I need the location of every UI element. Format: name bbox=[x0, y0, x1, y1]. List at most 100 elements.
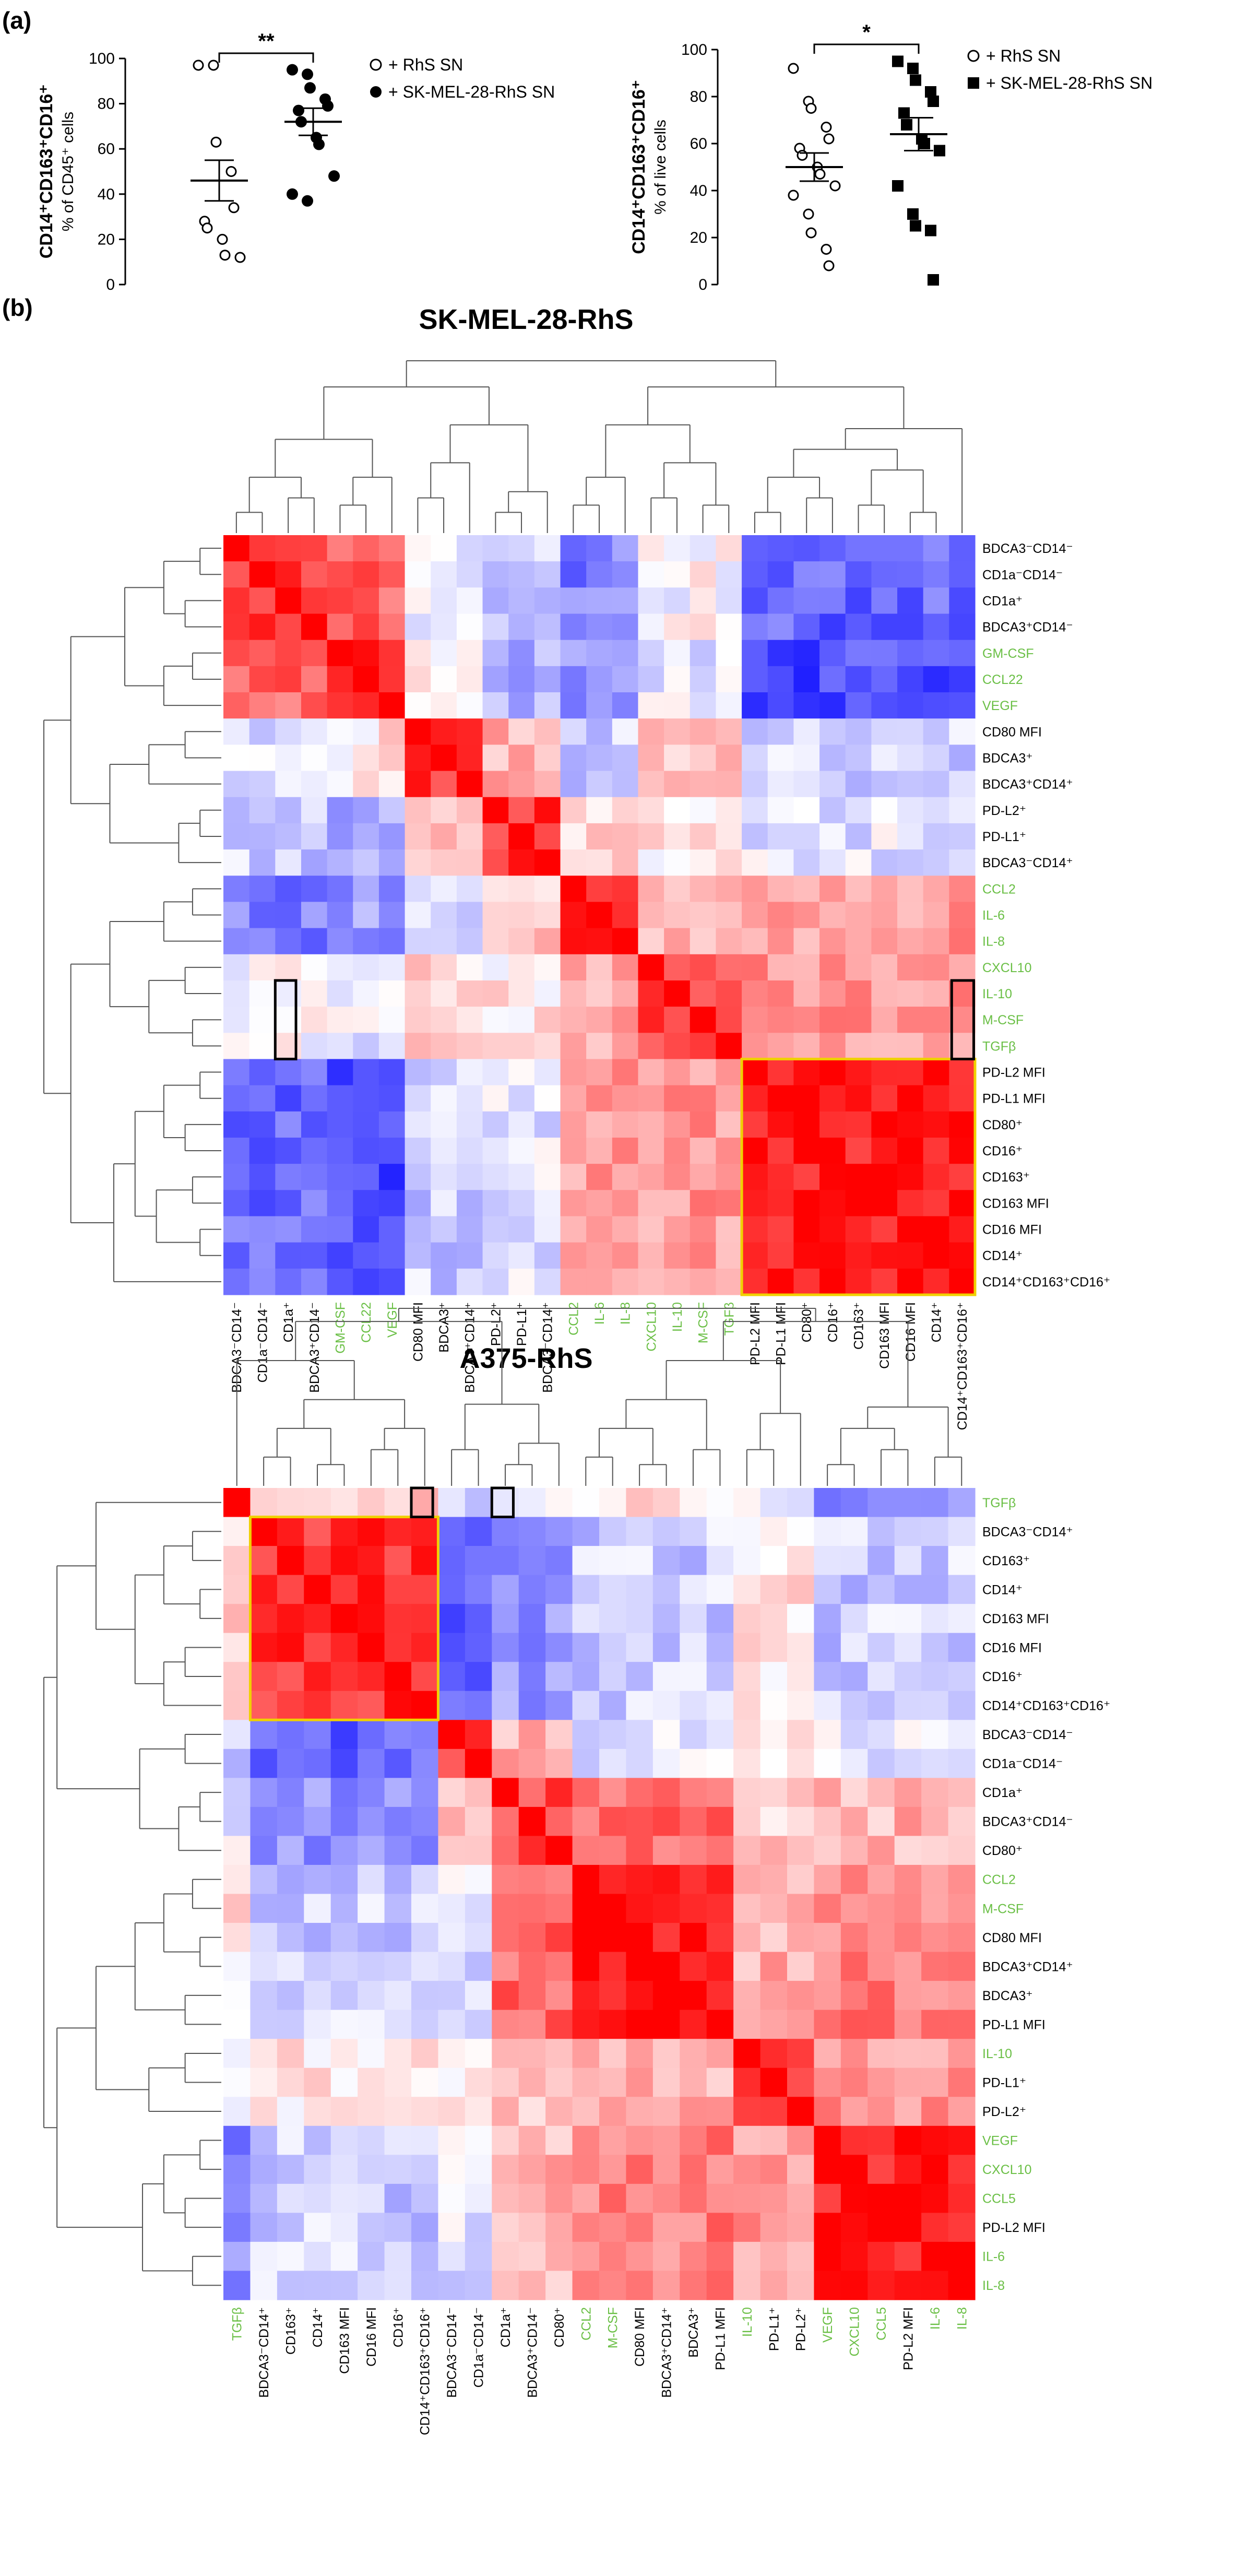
heatmap-cell bbox=[277, 1633, 304, 1662]
heatmap-cell bbox=[560, 1164, 587, 1190]
heatmap-cell bbox=[560, 1033, 587, 1060]
heatmap-cell bbox=[492, 1952, 519, 1981]
heatmap-cell bbox=[897, 980, 924, 1007]
heatmap-cell bbox=[921, 1575, 949, 1604]
heatmap-cell bbox=[223, 1691, 251, 1720]
row-label: BDCA3⁺CD14⁻ bbox=[982, 620, 1073, 635]
row-label: PD-L2 MFI bbox=[982, 1066, 1045, 1080]
heatmap-cell bbox=[923, 1137, 949, 1164]
heatmap-cell bbox=[327, 692, 353, 719]
heatmap-cell bbox=[411, 1864, 439, 1895]
heatmap-cell bbox=[767, 876, 794, 903]
data-point bbox=[898, 107, 910, 119]
heatmap-cell bbox=[572, 1864, 600, 1895]
heatmap-cell bbox=[330, 2067, 358, 2097]
heatmap-cell bbox=[819, 980, 846, 1007]
heatmap-cell bbox=[250, 2155, 278, 2184]
row-label: BDCA3⁺CD14⁺ bbox=[982, 1959, 1073, 1974]
heatmap-cell bbox=[921, 2097, 949, 2126]
heatmap-cell bbox=[733, 1720, 761, 1750]
column-label: BDCA3⁻CD14⁻ bbox=[445, 2307, 459, 2398]
heatmap-cell bbox=[680, 2155, 707, 2184]
heatmap-cell bbox=[793, 1085, 820, 1112]
heatmap-cell bbox=[572, 1604, 600, 1634]
heatmap-cell bbox=[482, 1216, 509, 1243]
column-label: CD16 MFI bbox=[364, 2307, 379, 2367]
heatmap-cell bbox=[358, 1894, 385, 1923]
heatmap-cell bbox=[949, 1007, 976, 1033]
heatmap-cell bbox=[871, 718, 898, 745]
heatmap-cell bbox=[680, 1691, 707, 1720]
heatmap-cell bbox=[304, 1691, 331, 1720]
heatmap-cell bbox=[638, 849, 664, 876]
heatmap-cell bbox=[560, 928, 587, 955]
heatmap-cell bbox=[652, 1748, 680, 1778]
legend-marker bbox=[967, 50, 980, 62]
heatmap-cell bbox=[518, 1836, 546, 1865]
heatmap-cell bbox=[733, 1691, 761, 1720]
row-label: CD80 MFI bbox=[982, 725, 1042, 739]
heatmap-cell bbox=[327, 1033, 353, 1060]
heatmap-cell bbox=[948, 1720, 976, 1750]
heatmap-cell bbox=[787, 1546, 815, 1576]
heatmap-cell bbox=[638, 1007, 664, 1033]
heatmap-cell bbox=[482, 1085, 509, 1112]
heatmap-cell bbox=[767, 1033, 794, 1060]
heatmap-cell bbox=[378, 692, 406, 719]
column-label: CCL2 bbox=[579, 2307, 593, 2341]
heatmap-cell bbox=[572, 1575, 600, 1604]
heatmap-cell bbox=[652, 2241, 680, 2272]
heatmap-cell bbox=[819, 666, 846, 693]
heatmap-cell bbox=[353, 1007, 379, 1033]
heatmap-cell bbox=[492, 1720, 519, 1750]
heatmap-cell bbox=[664, 849, 691, 876]
column-label: TGFβ bbox=[230, 2307, 245, 2341]
column-label: IL-10 bbox=[740, 2307, 755, 2337]
heatmap-cell bbox=[378, 1059, 406, 1086]
heatmap-cell bbox=[438, 1633, 466, 1662]
heatmap-cell bbox=[793, 1059, 820, 1086]
heatmap-cell bbox=[690, 902, 717, 929]
heatmap-cell bbox=[767, 1059, 794, 1086]
heatmap-cell bbox=[793, 876, 820, 903]
heatmap-cell bbox=[921, 2271, 949, 2300]
heatmap-cell bbox=[405, 535, 431, 562]
heatmap-cell bbox=[275, 1242, 302, 1269]
heatmap-cell bbox=[456, 1085, 483, 1112]
heatmap-cell bbox=[638, 1059, 664, 1086]
heatmap-cell bbox=[358, 1575, 385, 1604]
y-axis-sublabel: % of CD45⁺ cells bbox=[60, 112, 77, 231]
heatmap-cell bbox=[545, 1546, 573, 1576]
heatmap-cell bbox=[330, 2241, 358, 2272]
heatmap-cell bbox=[277, 1575, 304, 1604]
heatmap-cell bbox=[716, 666, 742, 693]
heatmap-cell bbox=[534, 561, 561, 588]
row-label: M-CSF bbox=[982, 1901, 1024, 1916]
heatmap-cell bbox=[733, 2241, 761, 2272]
heatmap-cell bbox=[223, 1778, 251, 1807]
heatmap-cell bbox=[223, 2183, 251, 2213]
heatmap-cell bbox=[249, 1190, 276, 1217]
heatmap-cell bbox=[223, 1952, 251, 1981]
heatmap-cell bbox=[438, 2241, 466, 2272]
heatmap-cell bbox=[249, 797, 276, 824]
heatmap-cell bbox=[814, 2271, 841, 2300]
heatmap-cell bbox=[921, 1604, 949, 1634]
heatmap-cell bbox=[767, 666, 794, 693]
row-label: PD-L1 MFI bbox=[982, 2017, 1045, 2032]
heatmap-cell bbox=[760, 1633, 788, 1662]
heatmap-cell bbox=[626, 2241, 653, 2272]
heatmap-cell bbox=[767, 902, 794, 929]
heatmap-cell bbox=[456, 587, 483, 615]
heatmap-cell bbox=[742, 1033, 768, 1060]
heatmap-cell bbox=[353, 876, 379, 903]
heatmap-cell bbox=[599, 2039, 627, 2069]
heatmap-cell bbox=[664, 1190, 691, 1217]
heatmap-cell bbox=[599, 2125, 627, 2155]
heatmap-cell bbox=[304, 2067, 331, 2097]
heatmap-cell bbox=[534, 535, 561, 562]
heatmap-cell bbox=[845, 1268, 872, 1295]
heatmap-cell bbox=[690, 797, 717, 824]
heatmap-cell bbox=[664, 561, 691, 588]
heatmap-cell bbox=[301, 640, 328, 667]
